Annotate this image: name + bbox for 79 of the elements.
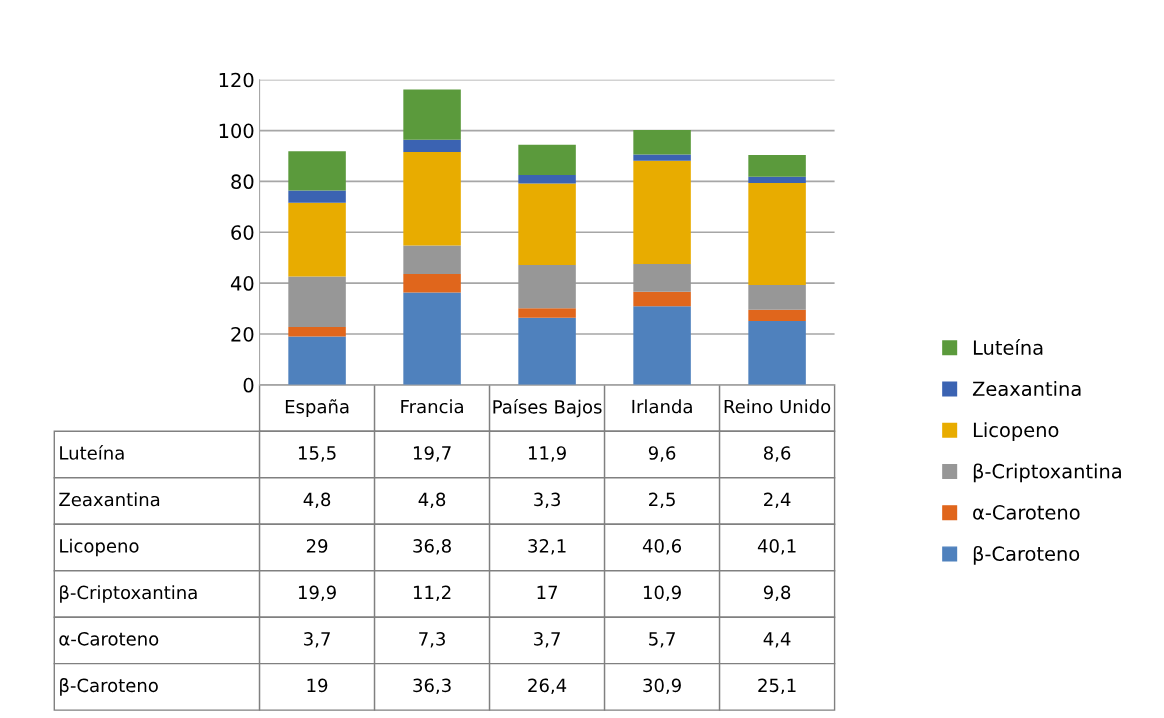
text: β-Caroteno xyxy=(60,678,158,696)
data-label: 40,1 xyxy=(757,539,796,555)
y-tick-label: 20 xyxy=(231,326,254,342)
y-tick-label: 120 xyxy=(219,72,254,88)
data-label: 36,8 xyxy=(413,539,451,555)
bar xyxy=(403,273,461,293)
data-label: 2,4 xyxy=(764,492,791,509)
bar xyxy=(633,154,691,161)
bar xyxy=(518,265,576,309)
bar xyxy=(748,182,806,285)
bar xyxy=(633,291,691,307)
y-tick-label: 80 xyxy=(231,174,254,190)
y-tick-label: 60 xyxy=(231,225,254,240)
y-tick-label: 40 xyxy=(230,276,254,291)
data-label: 9,6 xyxy=(648,446,676,462)
data-label: 26,4 xyxy=(528,678,567,694)
text: β-Criptoxantina xyxy=(60,585,197,603)
data-label: 19,9 xyxy=(298,585,336,602)
bar xyxy=(288,202,346,277)
data-label: 36,3 xyxy=(413,678,451,694)
bar xyxy=(633,130,691,155)
text: Licopeno xyxy=(60,538,139,557)
bar xyxy=(748,176,806,183)
legend-label: Luteína xyxy=(973,339,1043,355)
data-label: 9,8 xyxy=(763,585,791,602)
data-label: 25,1 xyxy=(758,678,796,694)
legend-label: α-Caroteno xyxy=(973,505,1080,520)
data-label: 32,1 xyxy=(528,539,566,555)
legend-label: Licopeno xyxy=(973,422,1059,442)
bar xyxy=(748,309,806,322)
data-label: 17 xyxy=(537,585,558,599)
bar xyxy=(518,183,576,266)
bar xyxy=(403,139,461,152)
x-tick-label: Irlanda xyxy=(632,399,692,414)
bar xyxy=(288,190,346,203)
data-label: 11,9 xyxy=(528,446,566,462)
data-label: 15,5 xyxy=(298,446,336,462)
data-label: 3,7 xyxy=(534,632,560,648)
bar xyxy=(403,89,461,140)
data-label: 11,2 xyxy=(413,585,451,602)
bar xyxy=(748,154,806,177)
data-label: 10,9 xyxy=(643,585,681,602)
data-label: 30,9 xyxy=(643,678,681,694)
bar xyxy=(518,308,576,318)
data-label: 40,6 xyxy=(642,539,682,555)
bar xyxy=(518,144,576,176)
y-tick-label: 100 xyxy=(219,123,254,139)
bar xyxy=(288,276,346,328)
data-label: 4,4 xyxy=(763,632,791,648)
text: Zeaxantina xyxy=(59,492,160,507)
bar xyxy=(288,327,346,337)
y-tick-label: 0 xyxy=(243,377,254,393)
bar xyxy=(518,175,576,184)
bar xyxy=(633,160,691,265)
data-label: 2,5 xyxy=(649,492,675,509)
x-tick-label: Reino Unido xyxy=(724,399,831,414)
data-label: 8,6 xyxy=(763,446,791,462)
data-label: 7,3 xyxy=(419,632,445,648)
bar xyxy=(748,284,806,310)
bar xyxy=(403,245,461,274)
legend-label: β-Caroteno xyxy=(973,545,1080,565)
data-label: 3,7 xyxy=(304,632,330,648)
text: Luteína xyxy=(60,445,124,460)
data-label: 29 xyxy=(306,539,328,553)
x-tick-label: Francia xyxy=(401,399,463,414)
x-tick-label: Países Bajos xyxy=(493,398,602,418)
text: α-Caroteno xyxy=(59,632,159,646)
bar xyxy=(403,151,461,246)
legend-label: β-Criptoxantina xyxy=(973,463,1121,483)
data-label: 19,7 xyxy=(413,446,451,462)
bar xyxy=(633,264,691,292)
data-label: 3,3 xyxy=(534,492,560,509)
data-label: 19 xyxy=(307,678,328,693)
data-label: 4,8 xyxy=(303,492,331,509)
data-label: 5,7 xyxy=(649,632,675,648)
bar xyxy=(288,151,346,191)
legend-label: Zeaxantina xyxy=(972,381,1081,397)
data-label: 4,8 xyxy=(418,492,446,509)
x-tick-label: España xyxy=(285,399,349,417)
